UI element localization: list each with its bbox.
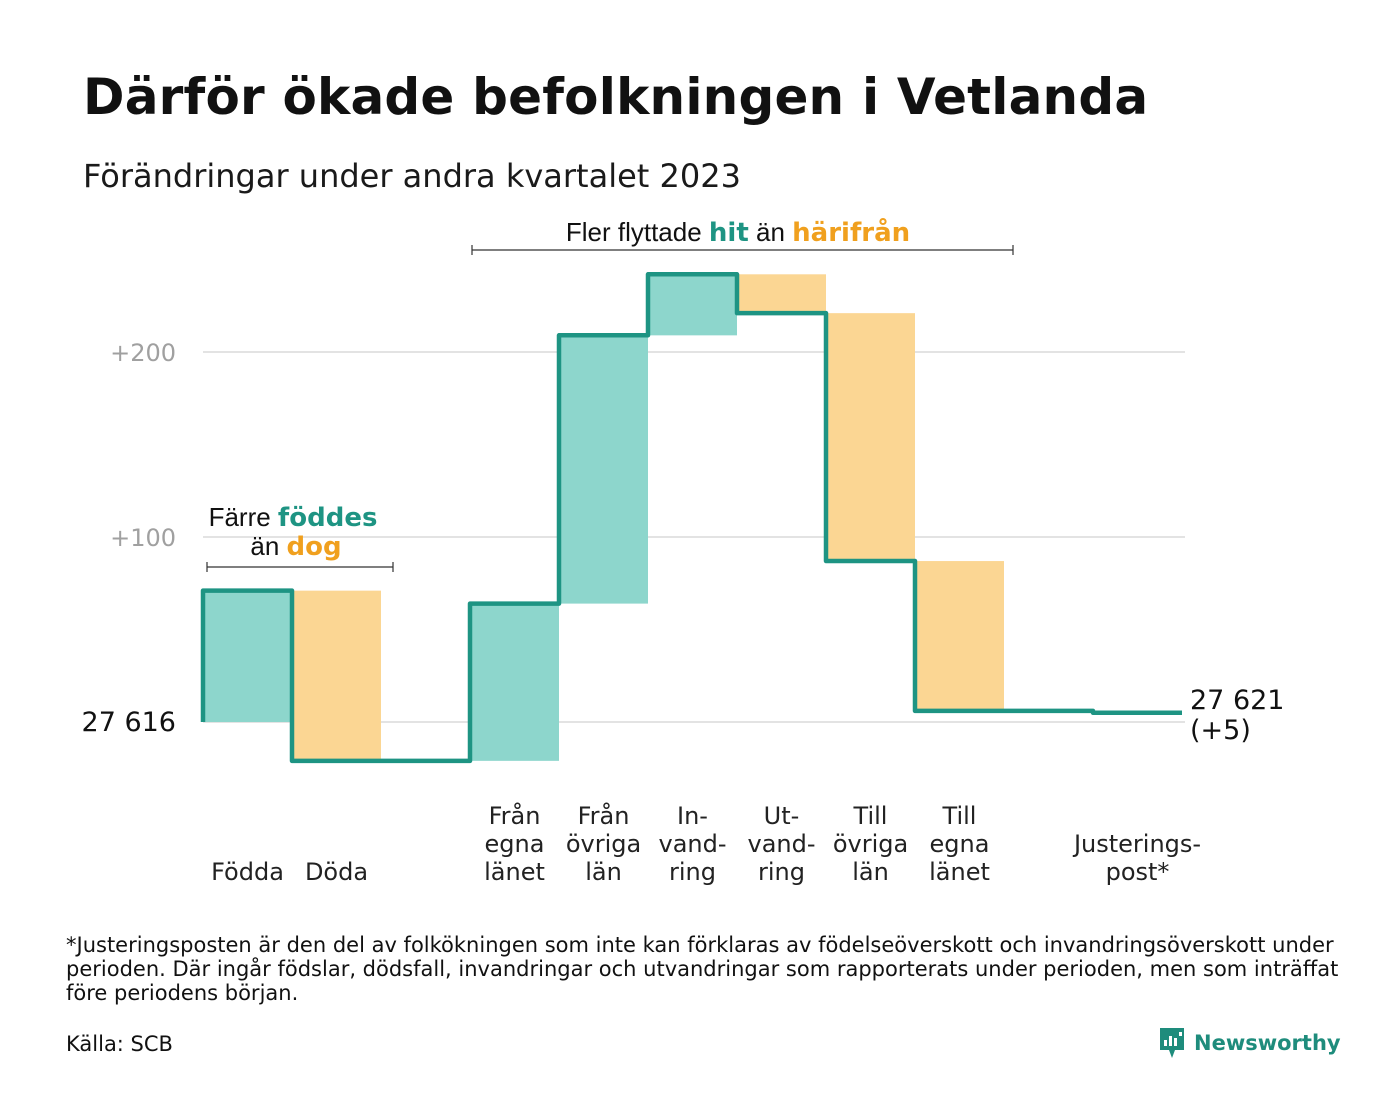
deaths-annot-bold: dog <box>287 532 342 562</box>
bar-in-vand-ring <box>648 274 737 336</box>
migration-annotation: Fler flyttade hit än härifrån <box>471 216 1014 255</box>
running-total-line-layer <box>200 272 1182 764</box>
running-total-line <box>200 272 1182 764</box>
category-label: Döda <box>305 858 368 886</box>
bar-ut-vand-ring <box>737 274 826 314</box>
footnote: *Justeringsposten är den del av folkökni… <box>66 933 1339 1005</box>
migration-annot-mid: än <box>756 217 785 247</box>
bar-döda <box>292 590 381 761</box>
category-label: Justerings-post* <box>1072 830 1201 886</box>
category-label: In-vand-ring <box>658 802 726 886</box>
deaths-annot-text: än <box>250 531 279 561</box>
waterfall-chart: 27 616 +100 +200 Födda Döda Från egna länet Från… <box>82 216 1285 886</box>
migration-annot-harifran: härifrån <box>792 216 910 248</box>
bar-från-övriga-län <box>559 335 648 604</box>
y-tick-label: +200 <box>110 339 176 367</box>
start-value-label: 27 616 <box>82 707 176 738</box>
chart-subtitle: Förändringar under andra kvartalet 2023 <box>83 157 741 195</box>
svg-text:än dog: än dog <box>250 531 341 562</box>
migration-annot-text: Fler flyttade <box>566 217 702 247</box>
y-tick-label: +100 <box>110 524 176 552</box>
births-annot-bold: föddes <box>278 503 378 533</box>
labels: 27 616 +100 +200 Födda Döda Från egna länet Från… <box>82 339 1285 886</box>
brand: Newsworthy <box>1158 1026 1341 1060</box>
bars <box>203 274 1004 761</box>
chart-title: Därför ökade befolkningen i Vetlanda <box>83 68 1149 126</box>
newsworthy-logo-icon <box>1160 1028 1184 1058</box>
category-label: Till övriga län <box>833 802 908 886</box>
category-label: Från övriga län <box>566 801 641 886</box>
births-annotation: Färre föddes än dog <box>206 502 394 572</box>
brand-name: Newsworthy <box>1194 1031 1341 1055</box>
category-label: Ut-vand-ring <box>747 802 815 886</box>
migration-annot-hit: hit <box>709 218 749 248</box>
svg-text:Fler flyttade hit: Fler flyttade hit än härifrån <box>566 216 910 248</box>
bar-till-övriga-län <box>826 313 915 562</box>
end-value-label: 27 621 <box>1190 685 1284 716</box>
category-label: Från egna länet <box>484 801 545 886</box>
source-label: Källa: SCB <box>66 1032 173 1056</box>
end-change-label: (+5) <box>1190 715 1251 746</box>
svg-text:Färre föddes: Färre föddes <box>209 502 378 533</box>
bar-födda <box>203 590 292 722</box>
category-label: Födda <box>211 858 284 886</box>
category-label: Till egna länet <box>929 802 990 886</box>
bar-från-egna-länet <box>470 603 559 761</box>
bar-till-egna-länet <box>915 561 1004 711</box>
births-annot-text: Färre <box>209 502 271 532</box>
